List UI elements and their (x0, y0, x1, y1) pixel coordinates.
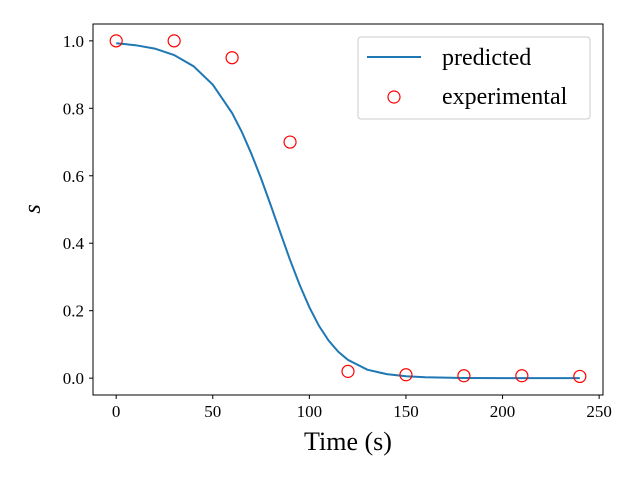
x-tick-label: 200 (490, 402, 516, 421)
legend-experimental-label: experimental (442, 84, 568, 110)
data-point-experimental (167, 34, 181, 48)
legend-experimental-marker (387, 90, 401, 104)
data-point-experimental (399, 368, 413, 382)
x-tick-label: 0 (112, 402, 121, 421)
y-tick-label: 0.0 (63, 369, 84, 388)
y-tick-label: 0.2 (63, 302, 84, 321)
y-axis-label: s (20, 204, 46, 213)
x-axis-label: Time (s) (304, 427, 392, 456)
data-point-experimental (109, 34, 123, 48)
plot-content (109, 34, 587, 384)
series-line-predicted (116, 42, 580, 380)
data-point-experimental (515, 369, 529, 383)
y-tick-label: 0.8 (63, 99, 84, 118)
y-tick-label: 0.4 (63, 234, 85, 253)
x-axis-ticks: 0 50 100 150 200 250 (112, 395, 612, 421)
x-tick-label: 100 (297, 402, 323, 421)
legend: predicted experimental (357, 36, 591, 120)
data-point-experimental (457, 369, 471, 383)
x-tick-label: 50 (204, 402, 221, 421)
y-tick-label: 0.6 (63, 167, 84, 186)
y-axis-ticks: 0.0 0.2 0.4 0.6 0.8 1.0 (63, 32, 93, 388)
legend-predicted-label: predicted (442, 45, 531, 71)
data-point-experimental (341, 364, 355, 378)
plot-frame (92, 23, 604, 396)
data-point-experimental (225, 51, 239, 65)
data-point-experimental (573, 369, 587, 384)
data-point-experimental (283, 135, 297, 149)
x-tick-label: 150 (393, 402, 419, 421)
x-tick-label: 250 (586, 402, 612, 421)
y-tick-label: 1.0 (63, 32, 84, 51)
